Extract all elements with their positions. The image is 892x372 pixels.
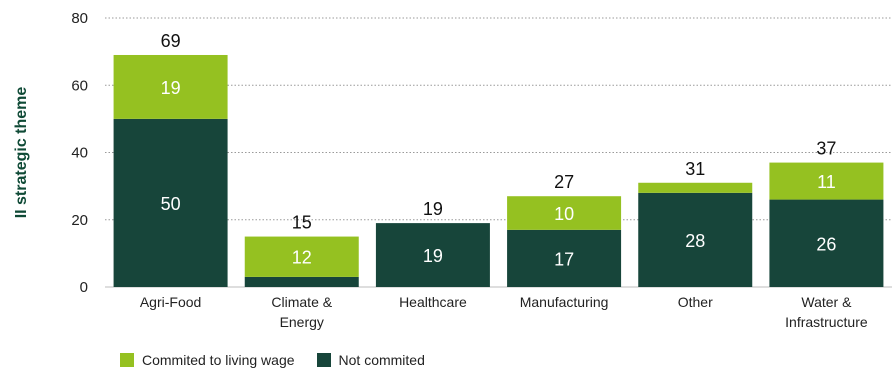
bar-total-label: 31	[685, 159, 705, 179]
bar-not-committed	[638, 192, 753, 287]
legend-label-committed: Commited to living wage	[142, 352, 295, 368]
x-tick-label: Healthcare	[399, 294, 467, 310]
x-tick-label: Climate &	[271, 294, 332, 310]
legend-swatch-committed	[120, 353, 134, 367]
legend-item-committed: Commited to living wage	[120, 352, 295, 368]
bar-label-committed: 10	[554, 204, 574, 224]
bar-label-committed: 11	[817, 172, 836, 192]
legend-label-not-committed: Not commited	[338, 352, 425, 368]
bar-label-not-committed: 19	[423, 246, 443, 266]
bar-total-label: 27	[554, 172, 574, 192]
bar-label-not-committed: 50	[161, 194, 181, 214]
legend-swatch-not-committed	[316, 353, 331, 367]
bar-not-committed	[507, 229, 622, 287]
x-tick-label: Agri-Food	[140, 294, 201, 310]
y-tick-label: 40	[71, 145, 88, 162]
bar-not-committed	[113, 118, 228, 287]
bar-committed	[507, 196, 622, 230]
bar-not-committed	[375, 223, 490, 287]
bar-not-committed	[769, 199, 884, 287]
y-tick-label: 20	[71, 212, 88, 229]
x-tick-label: Energy	[280, 314, 324, 330]
bar-total-label: 37	[816, 139, 836, 159]
legend: Commited to living wage Not commited	[120, 352, 425, 368]
bar-label-not-committed: 26	[816, 234, 836, 254]
bar-label-not-committed: 28	[685, 231, 705, 251]
x-tick-label: Manufacturing	[520, 294, 609, 310]
x-tick-label: Water &	[801, 294, 852, 310]
x-tick-label: Other	[678, 294, 713, 310]
y-axis-title: II strategic theme	[13, 87, 30, 219]
bar-total-label: 19	[423, 199, 443, 219]
bar-label-committed: 19	[161, 78, 181, 98]
bar-total-label: 15	[292, 213, 312, 233]
bar-total-label: 69	[161, 31, 181, 51]
bar-label-not-committed: 17	[554, 249, 574, 269]
y-tick-label: 60	[71, 77, 88, 94]
bar-committed	[244, 236, 359, 277]
bar-committed	[638, 182, 753, 193]
bar-committed	[113, 54, 228, 119]
legend-item-not-committed: Not commited	[316, 352, 425, 368]
x-tick-label: Infrastructure	[785, 314, 868, 330]
y-tick-label: 80	[71, 10, 88, 27]
y-tick-label: 0	[80, 279, 88, 296]
bar-not-committed	[244, 276, 359, 287]
bar-label-committed: 12	[292, 248, 312, 268]
bar-committed	[769, 162, 884, 200]
